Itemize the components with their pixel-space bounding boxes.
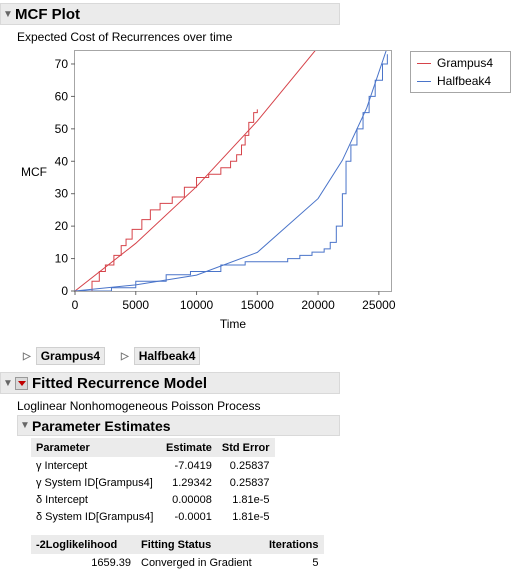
mcf-plot-header[interactable]: ▼ MCF Plot — [0, 3, 340, 25]
y-tick-label: 30 — [55, 187, 69, 201]
column-header[interactable]: Parameter — [31, 438, 161, 457]
fit-statistics-table: -2Loglikelihood Fitting Status Iteration… — [31, 535, 324, 571]
table-cell: δ System ID[Grampus4] — [36, 510, 154, 523]
table-cell: 1.29342 — [172, 476, 212, 489]
fitted-model-header[interactable]: ▼ Fitted Recurrence Model — [0, 372, 340, 394]
legend-swatch-blue — [417, 80, 431, 82]
column-header[interactable]: Std Error — [216, 438, 275, 457]
table-cell: 0.25837 — [229, 476, 270, 489]
table-cell: 1.81e-5 — [232, 493, 270, 506]
y-tick-label: 60 — [55, 89, 69, 103]
table-row: 1659.39 Converged in Gradient 5 — [31, 554, 324, 571]
halfbeak4-label: Halfbeak4 — [133, 347, 201, 365]
series-line-grampus4-fit — [75, 51, 316, 291]
table-cell: γ Intercept — [36, 459, 88, 472]
y-tick-label: 70 — [55, 57, 69, 71]
table-row: δ System ID[Grampus4] -0.0001 1.81e-5 — [31, 508, 275, 525]
fitted-model-title: Fitted Recurrence Model — [32, 374, 208, 392]
y-tick-label: 40 — [55, 154, 69, 168]
grampus4-label: Grampus4 — [35, 347, 106, 365]
mcf-plot-subtitle: Expected Cost of Recurrences over time — [17, 30, 233, 44]
parameter-estimates-header[interactable]: ▼ Parameter Estimates — [17, 415, 340, 436]
y-tick-label: 50 — [55, 122, 69, 136]
parameter-estimates-title: Parameter Estimates — [32, 417, 171, 434]
table-cell: γ System ID[Grampus4] — [36, 476, 153, 489]
column-header[interactable]: -2Loglikelihood — [31, 535, 136, 554]
red-triangle-menu-icon[interactable] — [15, 376, 28, 390]
table-cell: 1.81e-5 — [232, 510, 270, 523]
disclosure-down-icon[interactable]: ▼ — [3, 377, 13, 389]
x-tick-label: 0 — [72, 298, 79, 312]
x-tick-label: 25000 — [362, 298, 396, 312]
parameter-estimates-table: Parameter Estimate Std Error γ Intercept… — [31, 438, 275, 525]
fitted-model-subtitle: Loglinear Nonhomogeneous Poisson Process — [17, 399, 261, 413]
legend-item[interactable]: Halfbeak4 — [411, 72, 510, 90]
disclosure-down-icon[interactable]: ▼ — [20, 420, 30, 431]
y-tick-label: 10 — [55, 252, 69, 266]
table-cell: 0.25837 — [229, 459, 270, 472]
table-cell: 5 — [312, 556, 319, 569]
y-tick-label: 20 — [55, 219, 69, 233]
grampus4-outline-button[interactable]: ▷ Grampus4 — [23, 347, 106, 365]
column-header[interactable]: Estimate — [161, 438, 217, 457]
legend-label: Halfbeak4 — [437, 74, 492, 88]
series-line-halfbeak4 — [75, 54, 388, 291]
table-cell: -0.0001 — [174, 510, 212, 523]
y-axis-label: MCF — [21, 165, 47, 179]
halfbeak4-outline-button[interactable]: ▷ Halfbeak4 — [121, 347, 201, 365]
table-row: δ Intercept 0.00008 1.81e-5 — [31, 491, 275, 508]
table-header-row: Parameter Estimate Std Error — [31, 438, 275, 457]
table-row: γ System ID[Grampus4] 1.29342 0.25837 — [31, 474, 275, 491]
table-row: γ Intercept -7.0419 0.25837 — [31, 457, 275, 474]
disclosure-right-icon[interactable]: ▷ — [121, 350, 129, 362]
mcf-plot-title: MCF Plot — [15, 5, 80, 23]
legend-item[interactable]: Grampus4 — [411, 54, 510, 72]
x-axis-label: Time — [220, 317, 247, 331]
x-tick-label: 5000 — [122, 298, 149, 312]
legend: Grampus4 Halfbeak4 — [410, 51, 511, 93]
x-tick-label: 15000 — [241, 298, 275, 312]
disclosure-down-icon[interactable]: ▼ — [3, 8, 13, 20]
table-cell: δ Intercept — [36, 493, 88, 506]
table-cell: -7.0419 — [174, 459, 212, 472]
table-cell: Converged in Gradient — [141, 556, 252, 569]
table-cell: 0.00008 — [172, 493, 212, 506]
plot-frame — [74, 50, 392, 292]
y-tick-label: 0 — [61, 284, 68, 298]
mcf-chart: 0 10 20 30 40 50 60 70 0 5000 10000 15000 20000 2500… — [55, 50, 396, 331]
column-header[interactable]: Fitting Status — [136, 535, 264, 554]
legend-label: Grampus4 — [437, 56, 494, 70]
series-line-halfbeak4-fit — [75, 51, 387, 291]
legend-swatch-red — [417, 62, 431, 64]
x-tick-label: 10000 — [180, 298, 214, 312]
table-cell: 1659.39 — [91, 556, 131, 569]
column-header[interactable]: Iterations — [264, 535, 324, 554]
disclosure-right-icon[interactable]: ▷ — [23, 350, 31, 362]
table-header-row: -2Loglikelihood Fitting Status Iteration… — [31, 535, 324, 554]
series-line-grampus4 — [87, 109, 258, 291]
x-tick-label: 20000 — [301, 298, 335, 312]
